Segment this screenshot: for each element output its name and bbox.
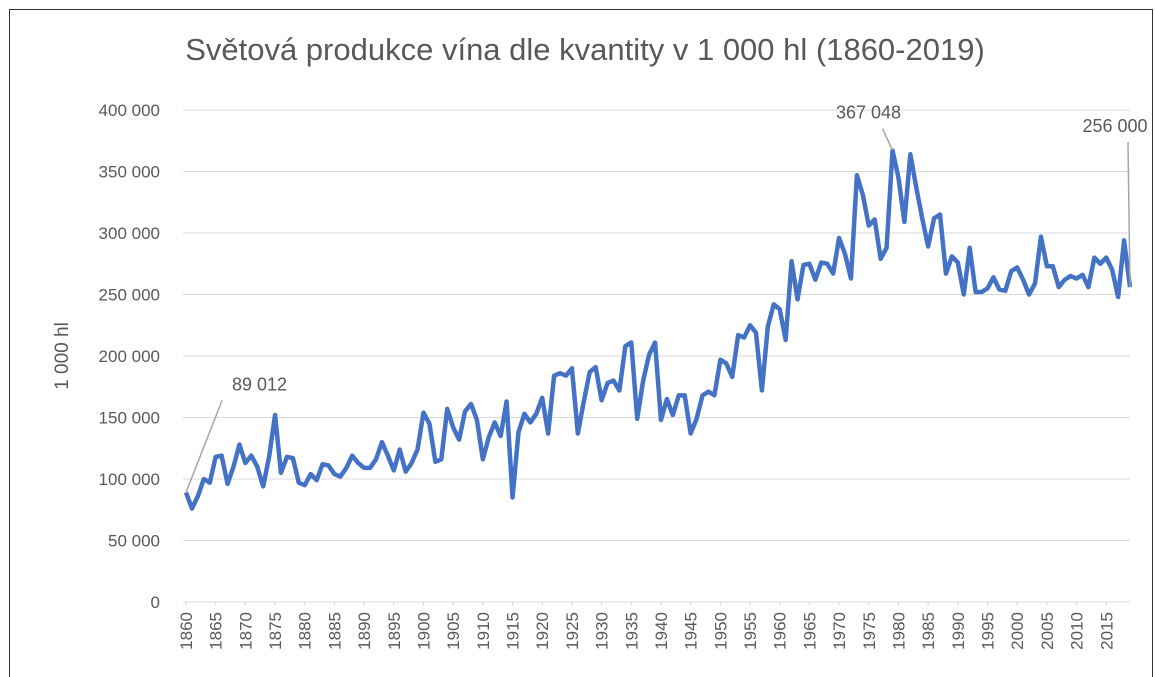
y-axis-title: 1 000 hl [52,322,73,390]
x-tick-label: 1925 [563,612,582,650]
y-tick-label: 0 [151,593,160,612]
x-tick-label: 2005 [1038,612,1057,650]
x-tick-label: 1955 [741,612,760,650]
x-tick-label: 1960 [771,612,790,650]
x-tick-label: 1870 [236,612,255,650]
x-tick-label: 2010 [1068,612,1087,650]
x-tick-label: 1910 [474,612,493,650]
y-tick-label: 100 000 [99,470,160,489]
x-tick-label: 1860 [177,612,196,650]
annotation-label: 89 012 [232,375,287,395]
y-tick-label: 350 000 [99,163,160,182]
x-tick-label: 1930 [593,612,612,650]
x-tick-label: 1965 [800,612,819,650]
x-tick-label: 1880 [296,612,315,650]
annotation-leader [1127,142,1131,288]
x-tick-label: 1970 [830,612,849,650]
x-tick-label: 1865 [207,612,226,650]
annotation-label: 256 000 [1082,116,1147,136]
annotation-leader [185,400,223,493]
x-tick-label: 1885 [325,612,344,650]
data-line [183,148,1133,511]
x-tick-label: 1975 [860,612,879,650]
x-tick-label: 1915 [504,612,523,650]
x-tick-label: 1985 [919,612,938,650]
y-tick-label: 200 000 [99,347,160,366]
x-tick-label: 1940 [652,612,671,650]
annotation-leader [881,128,894,151]
x-tick-label: 1950 [711,612,730,650]
x-tick-label: 1920 [533,612,552,650]
x-tick-label: 2000 [1008,612,1027,650]
x-tick-label: 1945 [682,612,701,650]
chart-title: Světová produkce vína dle kvantity v 1 0… [185,32,985,67]
y-tick-label: 150 000 [99,409,160,428]
x-tick-label: 1990 [949,612,968,650]
annotation-label: 367 048 [836,103,901,123]
x-tick-label: 1995 [979,612,998,650]
y-tick-label: 400 000 [99,101,160,120]
x-tick-label: 1905 [444,612,463,650]
y-tick-label: 300 000 [99,224,160,243]
x-tick-label: 1895 [385,612,404,650]
x-tick-label: 1900 [414,612,433,650]
x-tick-label: 1980 [889,612,908,650]
y-tick-label: 250 000 [99,286,160,305]
y-tick-label: 50 000 [108,532,160,551]
x-tick-label: 2015 [1097,612,1116,650]
chart-border [9,9,1153,677]
x-tick-label: 1890 [355,612,374,650]
x-tick-label: 1935 [622,612,641,650]
x-tick-label: 1875 [266,612,285,650]
